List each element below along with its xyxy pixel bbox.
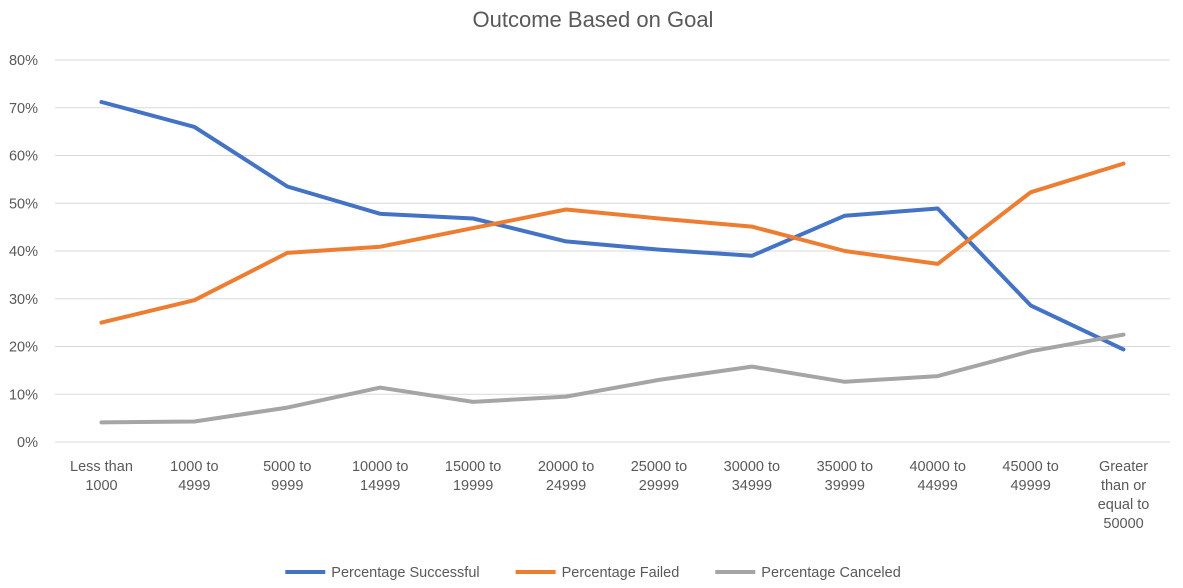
x-tick-label-line: 35000 to (817, 459, 873, 475)
x-tick-label: 20000 to 24999 (538, 459, 594, 494)
x-tick-label-line: 39999 (825, 478, 865, 494)
x-tick-label-line: 24999 (546, 478, 586, 494)
x-tick-label-line: 15000 to (445, 459, 501, 475)
series-line-1 (99, 161, 1126, 325)
x-tick-label: 15000 to 19999 (445, 459, 501, 494)
x-tick-label-line: 30000 to (724, 459, 780, 475)
x-tick-label-line: 49999 (1010, 478, 1050, 494)
x-tick-label-line: 14999 (360, 478, 400, 494)
legend-label: Percentage Canceled (761, 565, 900, 581)
x-tick-label: Greater than or equal to 50000 (1098, 459, 1150, 532)
x-tick-label: 40000 to 44999 (909, 459, 965, 494)
x-tick-label-line: 40000 to (909, 459, 965, 475)
y-tick-label: 70% (9, 101, 38, 117)
x-tick-label-line: 10000 to (352, 459, 408, 475)
x-tick-label: 25000 to 29999 (631, 459, 687, 494)
y-tick-label: 30% (9, 292, 38, 308)
y-tick-label: 50% (9, 196, 38, 212)
x-tick-label-line: 5000 to (263, 459, 311, 475)
legend-label: Percentage Failed (562, 565, 680, 581)
legend-item-2: Percentage Canceled (715, 565, 901, 581)
x-tick-label: 1000 to 4999 (170, 459, 218, 494)
y-tick-label: 60% (9, 149, 38, 165)
y-tick-label: 40% (9, 244, 38, 260)
x-tick-label-line: than or (1101, 478, 1146, 494)
x-tick-label-line: Less than (70, 459, 133, 475)
x-axis-ticks: Less than 1000 1000 to 4999 5000 to 9999 10000… (70, 459, 1149, 532)
x-tick-label-line: 4999 (178, 478, 210, 494)
x-tick-label-line: 44999 (918, 478, 958, 494)
series-lines (99, 100, 1126, 425)
x-tick-label-line: 20000 to (538, 459, 594, 475)
x-tick-label-line: 29999 (639, 478, 679, 494)
x-tick-label-line: 34999 (732, 478, 772, 494)
x-tick-label-line: 25000 to (631, 459, 687, 475)
legend-label: Percentage Successful (331, 565, 479, 581)
y-tick-label: 20% (9, 340, 38, 356)
series-line-0 (99, 100, 1126, 352)
x-tick-label-line: 1000 to (170, 459, 218, 475)
x-tick-label-line: Greater (1099, 459, 1148, 475)
x-tick-label: 10000 to 14999 (352, 459, 408, 494)
legend: Percentage Successful Percentage Failed Pe… (285, 565, 901, 581)
series-line-2 (99, 332, 1126, 425)
legend-item-0: Percentage Successful (285, 565, 480, 581)
x-tick-label-line: 45000 to (1002, 459, 1058, 475)
y-tick-label: 80% (9, 53, 38, 69)
x-tick-label: 5000 to 9999 (263, 459, 311, 494)
chart-title: Outcome Based on Goal (473, 7, 714, 32)
y-tick-label: 10% (9, 387, 38, 403)
x-tick-label: Less than 1000 (70, 459, 133, 494)
gridlines (55, 59, 1170, 443)
x-tick-label: 30000 to 34999 (724, 459, 780, 494)
x-tick-label-line: equal to (1098, 497, 1150, 513)
x-tick-label-line: 9999 (271, 478, 303, 494)
y-axis-ticks: 0% 10% 20% 30% 40% 50% 60% 70% 80% (9, 53, 38, 451)
y-tick-label: 0% (17, 435, 38, 451)
x-tick-label: 35000 to 39999 (817, 459, 873, 494)
x-tick-label-line: 1000 (85, 478, 117, 494)
x-tick-label-line: 19999 (453, 478, 493, 494)
x-tick-label-line: 50000 (1103, 516, 1143, 532)
legend-item-1: Percentage Failed (515, 565, 680, 581)
x-tick-label: 45000 to 49999 (1002, 459, 1058, 494)
